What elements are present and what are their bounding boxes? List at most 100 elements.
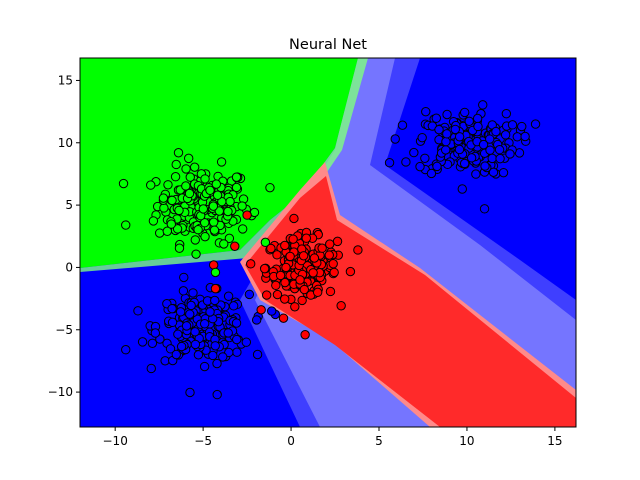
data-point-blue <box>415 161 425 172</box>
x-tick-label: −10 <box>103 434 128 448</box>
data-point-green <box>181 164 191 174</box>
data-point-blue <box>208 350 218 361</box>
data-point-blue <box>179 272 189 283</box>
data-point-green <box>217 196 227 207</box>
data-point-blue <box>454 132 465 142</box>
data-point-green <box>231 172 242 182</box>
data-point-red <box>324 250 334 260</box>
data-point-blue <box>147 338 158 348</box>
data-point-blue <box>500 130 511 140</box>
data-point-red <box>309 253 320 263</box>
data-point-green <box>190 235 200 245</box>
y-tick-label: 15 <box>58 73 73 87</box>
data-point-blue <box>199 361 210 372</box>
data-point-blue <box>175 307 186 317</box>
data-point-red <box>281 262 291 273</box>
data-point-red <box>353 245 363 255</box>
data-point-green <box>173 148 184 158</box>
data-point-green <box>159 203 169 213</box>
data-point-red <box>336 301 346 311</box>
data-point-blue <box>498 167 509 178</box>
data-point-blue <box>487 153 497 164</box>
data-point-blue <box>464 116 474 126</box>
data-point-green <box>265 182 275 193</box>
data-point-green <box>216 157 227 167</box>
y-tick-label: −5 <box>55 323 73 337</box>
data-point-green <box>170 172 181 182</box>
data-point-green <box>198 204 208 214</box>
data-point-blue <box>171 349 181 360</box>
data-point-red <box>242 210 252 220</box>
y-axis-ticks: −10 −5 0 5 10 15 <box>48 73 80 399</box>
y-tick-label: 0 <box>65 260 73 274</box>
x-tick-label: 10 <box>459 434 474 448</box>
data-point-red <box>280 277 290 288</box>
data-point-blue <box>421 106 431 117</box>
data-point-red <box>297 295 307 306</box>
data-point-blue <box>454 144 465 155</box>
data-point-blue <box>466 153 477 163</box>
data-point-blue <box>232 347 242 357</box>
data-point-blue <box>223 328 233 338</box>
data-point-green <box>208 201 219 211</box>
data-point-blue <box>185 387 195 398</box>
data-point-red <box>275 270 286 281</box>
data-point-green <box>146 180 156 190</box>
data-point-blue <box>223 291 234 301</box>
data-point-green <box>200 218 210 228</box>
x-tick-label: −5 <box>194 434 212 448</box>
data-point-red <box>290 302 300 312</box>
data-point-blue <box>507 120 518 130</box>
data-point-green <box>219 239 229 249</box>
data-point-red <box>266 243 276 254</box>
data-point-red <box>329 267 339 278</box>
data-point-red <box>325 239 335 249</box>
data-point-blue <box>441 136 451 147</box>
data-point-blue <box>212 358 222 369</box>
data-point-blue <box>479 204 490 214</box>
data-point-red <box>256 305 266 315</box>
data-point-blue <box>251 315 262 325</box>
data-point-green <box>183 153 194 164</box>
data-point-blue <box>417 132 427 143</box>
data-point-red <box>272 289 283 300</box>
data-point-red <box>280 240 290 251</box>
data-point-red <box>328 259 338 269</box>
data-point-blue <box>471 169 481 179</box>
data-point-green <box>225 196 235 207</box>
data-point-green <box>214 206 225 216</box>
data-point-red <box>298 251 309 261</box>
data-point-red <box>325 286 336 297</box>
data-point-blue <box>244 289 255 300</box>
data-point-green <box>200 231 210 242</box>
data-point-blue <box>176 341 187 352</box>
data-point-green <box>205 185 215 196</box>
data-point-green <box>118 178 129 189</box>
plot-area <box>80 58 576 427</box>
data-point-red <box>288 234 298 244</box>
data-point-red <box>317 243 327 253</box>
data-point-blue <box>267 306 277 316</box>
data-point-blue <box>193 350 204 360</box>
data-point-blue <box>190 327 200 337</box>
data-point-blue <box>146 363 156 374</box>
data-point-red <box>261 290 272 300</box>
data-point-green <box>209 225 220 235</box>
data-point-blue <box>205 307 215 317</box>
data-point-green <box>185 172 195 182</box>
data-point-blue <box>505 149 515 159</box>
data-point-red <box>308 268 318 278</box>
data-point-green <box>212 190 223 200</box>
data-point-red <box>210 283 221 294</box>
data-point-blue <box>485 145 495 155</box>
data-point-green <box>237 224 248 234</box>
x-tick-label: 15 <box>547 434 562 448</box>
data-point-blue <box>137 337 148 347</box>
data-point-blue <box>241 337 252 347</box>
data-point-blue <box>384 158 395 168</box>
data-point-blue <box>520 131 530 142</box>
data-point-green <box>171 159 181 170</box>
data-point-blue <box>478 100 488 110</box>
data-point-blue <box>232 334 242 345</box>
x-tick-label: 5 <box>375 434 383 448</box>
